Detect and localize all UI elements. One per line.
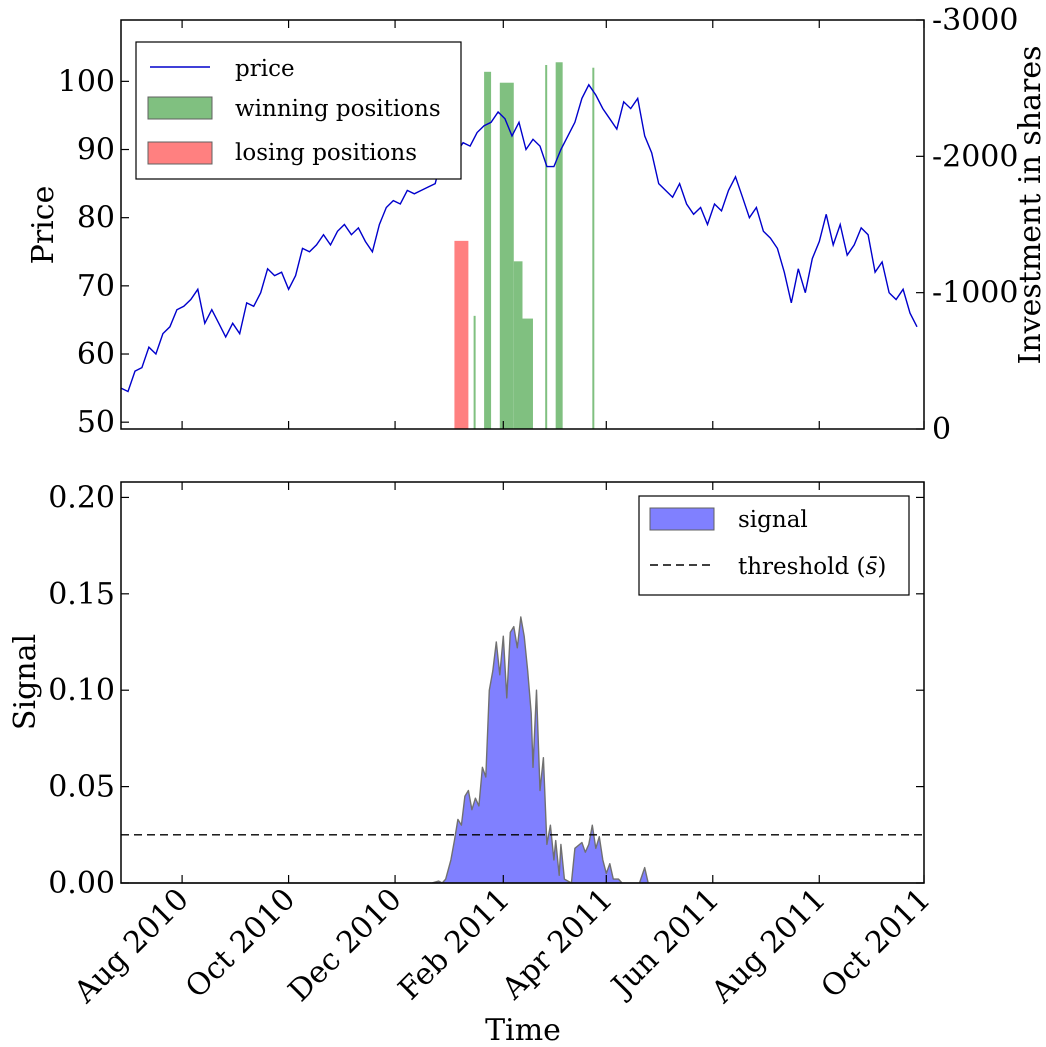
legend-winning-label: winning positions: [235, 96, 441, 122]
signal-tick-label-2: 0.10: [48, 673, 115, 708]
time-axis-title: Time: [485, 1013, 561, 1047]
time-tick-label-0: Aug 2010: [67, 882, 196, 1011]
legend-signal-label: signal: [738, 507, 808, 533]
investment-axis-ticks: 0 -1000 -2000 -3000: [916, 3, 1018, 447]
signal-axis-ticks: 0.00 0.05 0.10 0.15 0.20: [48, 480, 924, 901]
signal-area: [120, 616, 925, 884]
winning-position-bar-1: [473, 315, 476, 429]
winning-position-bar-6: [545, 64, 548, 430]
investment-tick-label-0: 0: [932, 412, 951, 447]
winning-position-bar-8: [592, 67, 595, 429]
price-tick-label-90: 90: [77, 133, 115, 168]
price-tick-label-80: 80: [77, 201, 115, 236]
signal-tick-label-1: 0.05: [48, 770, 115, 805]
signal-tick-label-4: 0.20: [48, 480, 115, 515]
price-tick-label-50: 50: [77, 405, 115, 440]
price-axis-title: Price: [26, 186, 61, 265]
top-panel: 50 60 70 80 90 100 0 -1000 -2000 -3000 Price Inv…: [26, 3, 1046, 447]
time-tick-label-6: Aug 2011: [704, 882, 833, 1011]
bottom-plot-frame: [120, 481, 925, 884]
investment-tick-label-2: -2000: [932, 139, 1018, 174]
legend-losing-swatch: [147, 141, 213, 165]
investment-tick-label-1: -1000: [932, 276, 1018, 311]
price-line: [120, 83, 918, 393]
signal-tick-label-3: 0.15: [48, 577, 115, 612]
legend-threshold-label: threshold (s̄): [738, 554, 886, 580]
price-axis-ticks: 50 60 70 80 90 100: [58, 64, 129, 440]
time-tick-label-7: Oct 2011: [814, 882, 937, 1005]
legend-signal-swatch: [649, 507, 715, 531]
winning-position-bar-3: [499, 82, 514, 430]
position-bars: [454, 62, 595, 430]
price-tick-label-60: 60: [77, 337, 115, 372]
winning-position-bar-4: [513, 261, 523, 429]
legend-losing-label: losing positions: [235, 140, 417, 166]
top-x-ticks: [181, 20, 925, 429]
time-tick-label-3: Feb 2011: [392, 882, 517, 1007]
winning-position-bar-2: [484, 71, 492, 429]
bottom-legend: signal threshold (s̄): [638, 495, 910, 596]
top-plot-frame: [120, 19, 925, 430]
winning-position-bar-5: [522, 318, 533, 429]
top-legend: price winning positions losing positions: [135, 41, 462, 180]
investment-axis-title: Investment in shares: [1013, 46, 1046, 365]
price-tick-label-70: 70: [77, 269, 115, 304]
signal-axis-title: Signal: [8, 634, 43, 730]
legend-winning-swatch: [147, 96, 213, 120]
losing-position-bar-0: [454, 240, 469, 429]
legend-price-label: price: [235, 56, 295, 82]
time-tick-label-2: Dec 2010: [282, 882, 409, 1009]
winning-position-bar-7: [555, 62, 563, 429]
time-tick-label-4: Apr 2011: [495, 882, 620, 1007]
price-tick-label-100: 100: [58, 64, 115, 99]
investment-tick-label-3: -3000: [932, 3, 1018, 38]
signal-tick-label-0: 0.00: [48, 866, 115, 901]
